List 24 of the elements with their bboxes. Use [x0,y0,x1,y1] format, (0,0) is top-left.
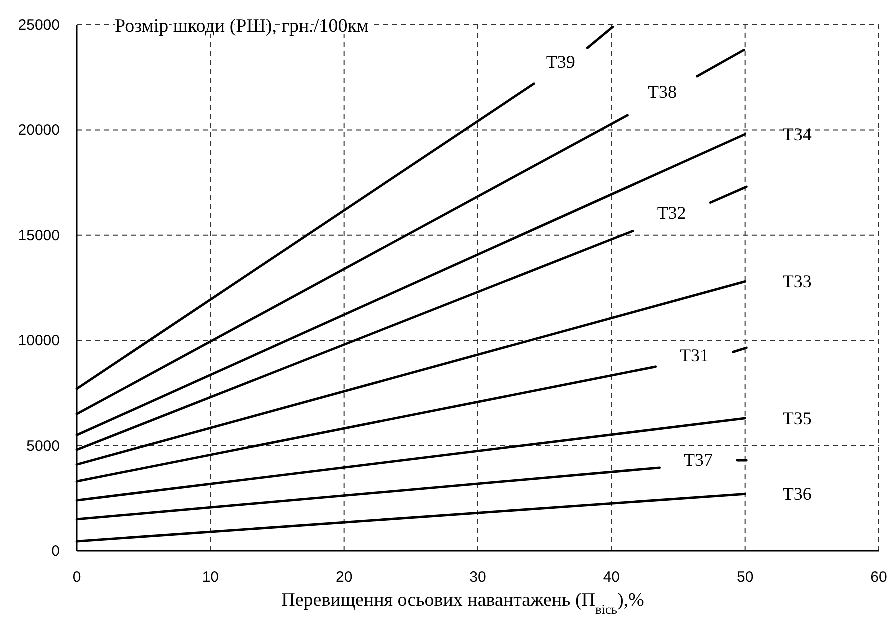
y-tick-label: 15000 [18,227,60,244]
y-tick-label: 20000 [18,122,60,140]
x-tick-label: 50 [736,569,754,586]
x-axis-title: Перевищення осьових навантажень (П$_{вісь}$),% [282,590,645,616]
series-label: Т31 [680,346,710,366]
y-tick-label: 5000 [26,438,60,455]
x-tick-label: 30 [470,569,486,586]
y-tick-label: 10000 [18,332,60,350]
text: Т33 [782,272,812,292]
x-tick-label: 10 [202,569,220,586]
series-label: Т38 [648,82,677,102]
x-tick-label: 20 [336,569,353,586]
x-tick-label: 0 [72,569,82,586]
series-label: Т37 [684,450,714,470]
series-label: Т32 [657,202,686,223]
text: Т35 [782,408,812,428]
series-label: Т39 [546,52,576,72]
y-axis-title: Розмір шкоди (РШ), грн./100км [115,16,369,37]
y-tick-label: 25000 [18,17,60,34]
text: Т36 [782,484,812,504]
y-tick-label: 0 [52,543,60,560]
text: Т34 [782,124,812,144]
x-tick-label: 40 [603,569,620,586]
x-tick-label: 60 [870,569,888,586]
